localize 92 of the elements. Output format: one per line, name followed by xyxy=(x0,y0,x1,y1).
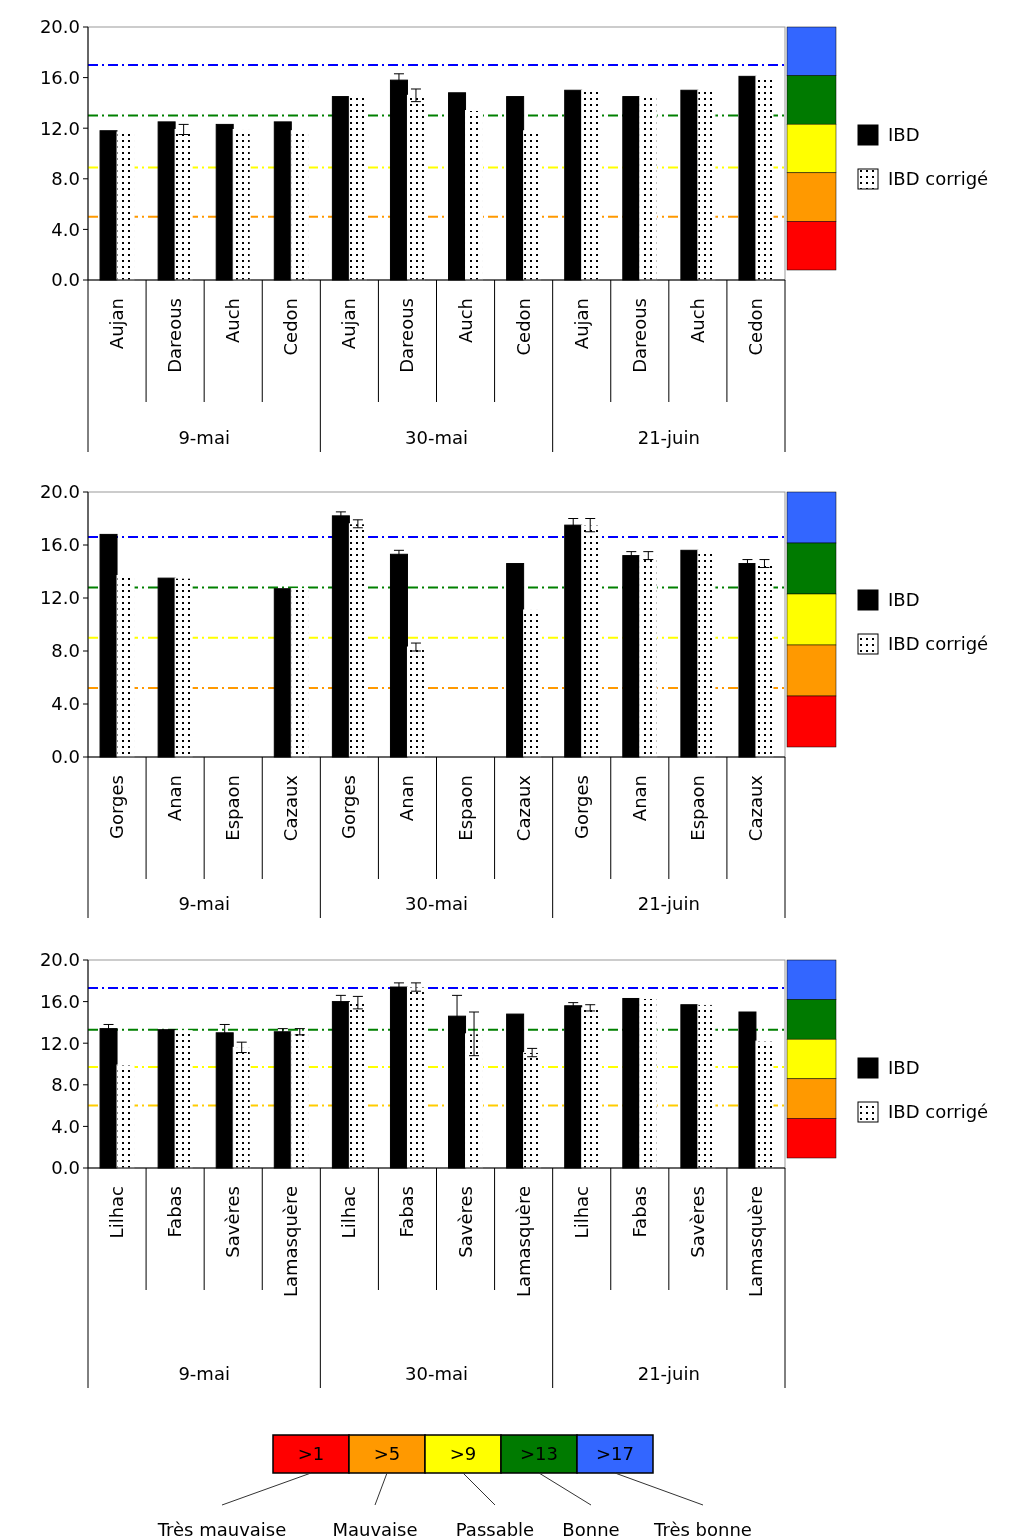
y-tick-label: 16.0 xyxy=(39,990,80,1012)
category-label: >13 xyxy=(520,1443,558,1465)
x-tick-label: Fabas xyxy=(396,1186,418,1238)
text: Passable xyxy=(455,1519,535,1539)
x-tick-label: Aujan xyxy=(106,298,128,350)
text: Très bonne xyxy=(653,1519,752,1539)
bar xyxy=(755,563,774,758)
x-tick-label: Savères xyxy=(686,1186,708,1258)
bar xyxy=(465,1033,484,1169)
x-tick-label: Cedon xyxy=(744,298,766,356)
x-tick-label: Espaon xyxy=(454,775,476,841)
x-tick-label: Lamasquère xyxy=(744,1186,766,1297)
y-tick-label: 12.0 xyxy=(39,1032,80,1054)
bar xyxy=(639,555,658,758)
y-tick-label: 8.0 xyxy=(51,168,80,190)
x-tick-label: Gorges xyxy=(338,775,360,839)
text: Mauvaise xyxy=(332,1519,418,1539)
y-tick-label: 12.0 xyxy=(39,587,80,609)
bar xyxy=(290,1031,309,1169)
x-tick-label: Dareous xyxy=(628,298,650,373)
x-tick-label: Cazaux xyxy=(512,774,534,842)
legend-label: IBD corrigé xyxy=(888,1101,989,1123)
bar xyxy=(348,523,367,758)
bar xyxy=(523,1052,542,1169)
x-tick-label: Savères xyxy=(222,1186,244,1258)
text: Bonne xyxy=(562,1519,620,1539)
y-tick-label: 4.0 xyxy=(51,218,80,240)
y-tick-label: 16.0 xyxy=(39,534,80,556)
legend-label: IBD corrigé xyxy=(888,168,989,190)
x-tick-label: Gorges xyxy=(106,775,128,839)
text: 30-mai xyxy=(405,1363,468,1384)
x-tick-label: Savères xyxy=(454,1186,476,1258)
category-label: >1 xyxy=(297,1443,325,1465)
text: 21-juin xyxy=(637,1363,700,1384)
bar xyxy=(174,1030,193,1169)
y-tick-label: 4.0 xyxy=(51,693,80,715)
x-tick-label: Lilhac xyxy=(106,1186,128,1239)
text: Très mauvaise xyxy=(156,1519,287,1539)
category-label: >5 xyxy=(373,1443,401,1465)
x-tick-label: Espaon xyxy=(686,775,708,841)
x-tick-label: Cedon xyxy=(512,298,534,356)
y-tick-label: 20.0 xyxy=(39,16,80,38)
x-tick-label: Cazaux xyxy=(280,774,302,842)
x-tick-label: Cazaux xyxy=(744,774,766,842)
y-tick-label: 4.0 xyxy=(51,1115,80,1137)
bar xyxy=(174,128,193,281)
text: 21-juin xyxy=(637,427,700,448)
legend-label: IBD xyxy=(888,1057,920,1079)
x-tick-label: Aujan xyxy=(570,298,592,350)
text: 21-juin xyxy=(637,893,700,914)
legend-label: IBD xyxy=(888,589,920,611)
y-tick-label: 8.0 xyxy=(51,640,80,662)
x-tick-label: Lamasquère xyxy=(280,1186,302,1297)
bar xyxy=(290,588,309,758)
bar xyxy=(406,646,425,758)
category-label: >17 xyxy=(596,1443,634,1465)
text: 30-mai xyxy=(405,427,468,448)
x-tick-label: Auch xyxy=(222,298,244,344)
text: 9-mai xyxy=(178,427,230,448)
x-tick-label: Dareous xyxy=(164,298,186,373)
text: 9-mai xyxy=(178,1363,230,1384)
bar xyxy=(581,1007,600,1169)
y-tick-label: 0.0 xyxy=(51,746,80,768)
x-tick-label: Espaon xyxy=(222,775,244,841)
y-tick-label: 8.0 xyxy=(51,1074,80,1096)
x-tick-label: Gorges xyxy=(570,775,592,839)
category-label: >9 xyxy=(449,1443,477,1465)
x-tick-label: Auch xyxy=(454,298,476,344)
x-tick-label: Anan xyxy=(628,775,650,822)
y-tick-label: 12.0 xyxy=(39,117,80,139)
x-tick-label: Lilhac xyxy=(338,1186,360,1239)
y-tick-label: 20.0 xyxy=(39,949,80,971)
x-tick-label: Aujan xyxy=(338,298,360,350)
bar xyxy=(232,1046,251,1169)
x-tick-label: Anan xyxy=(396,775,418,822)
x-tick-label: Fabas xyxy=(628,1186,650,1238)
bar xyxy=(406,986,425,1169)
x-tick-label: Cedon xyxy=(280,298,302,356)
x-tick-label: Lamasquère xyxy=(512,1186,534,1297)
x-tick-label: Fabas xyxy=(164,1186,186,1238)
x-tick-label: Dareous xyxy=(396,298,418,373)
legend-label: IBD corrigé xyxy=(888,633,989,655)
y-tick-label: 20.0 xyxy=(39,481,80,503)
x-tick-label: Lilhac xyxy=(570,1186,592,1239)
y-tick-label: 16.0 xyxy=(39,66,80,88)
x-tick-label: Auch xyxy=(686,298,708,344)
text: 30-mai xyxy=(405,893,468,914)
y-tick-label: 0.0 xyxy=(51,1157,80,1179)
legend-label: IBD xyxy=(888,124,920,146)
text: 9-mai xyxy=(178,893,230,914)
x-tick-label: Anan xyxy=(164,775,186,822)
y-tick-label: 0.0 xyxy=(51,269,80,291)
